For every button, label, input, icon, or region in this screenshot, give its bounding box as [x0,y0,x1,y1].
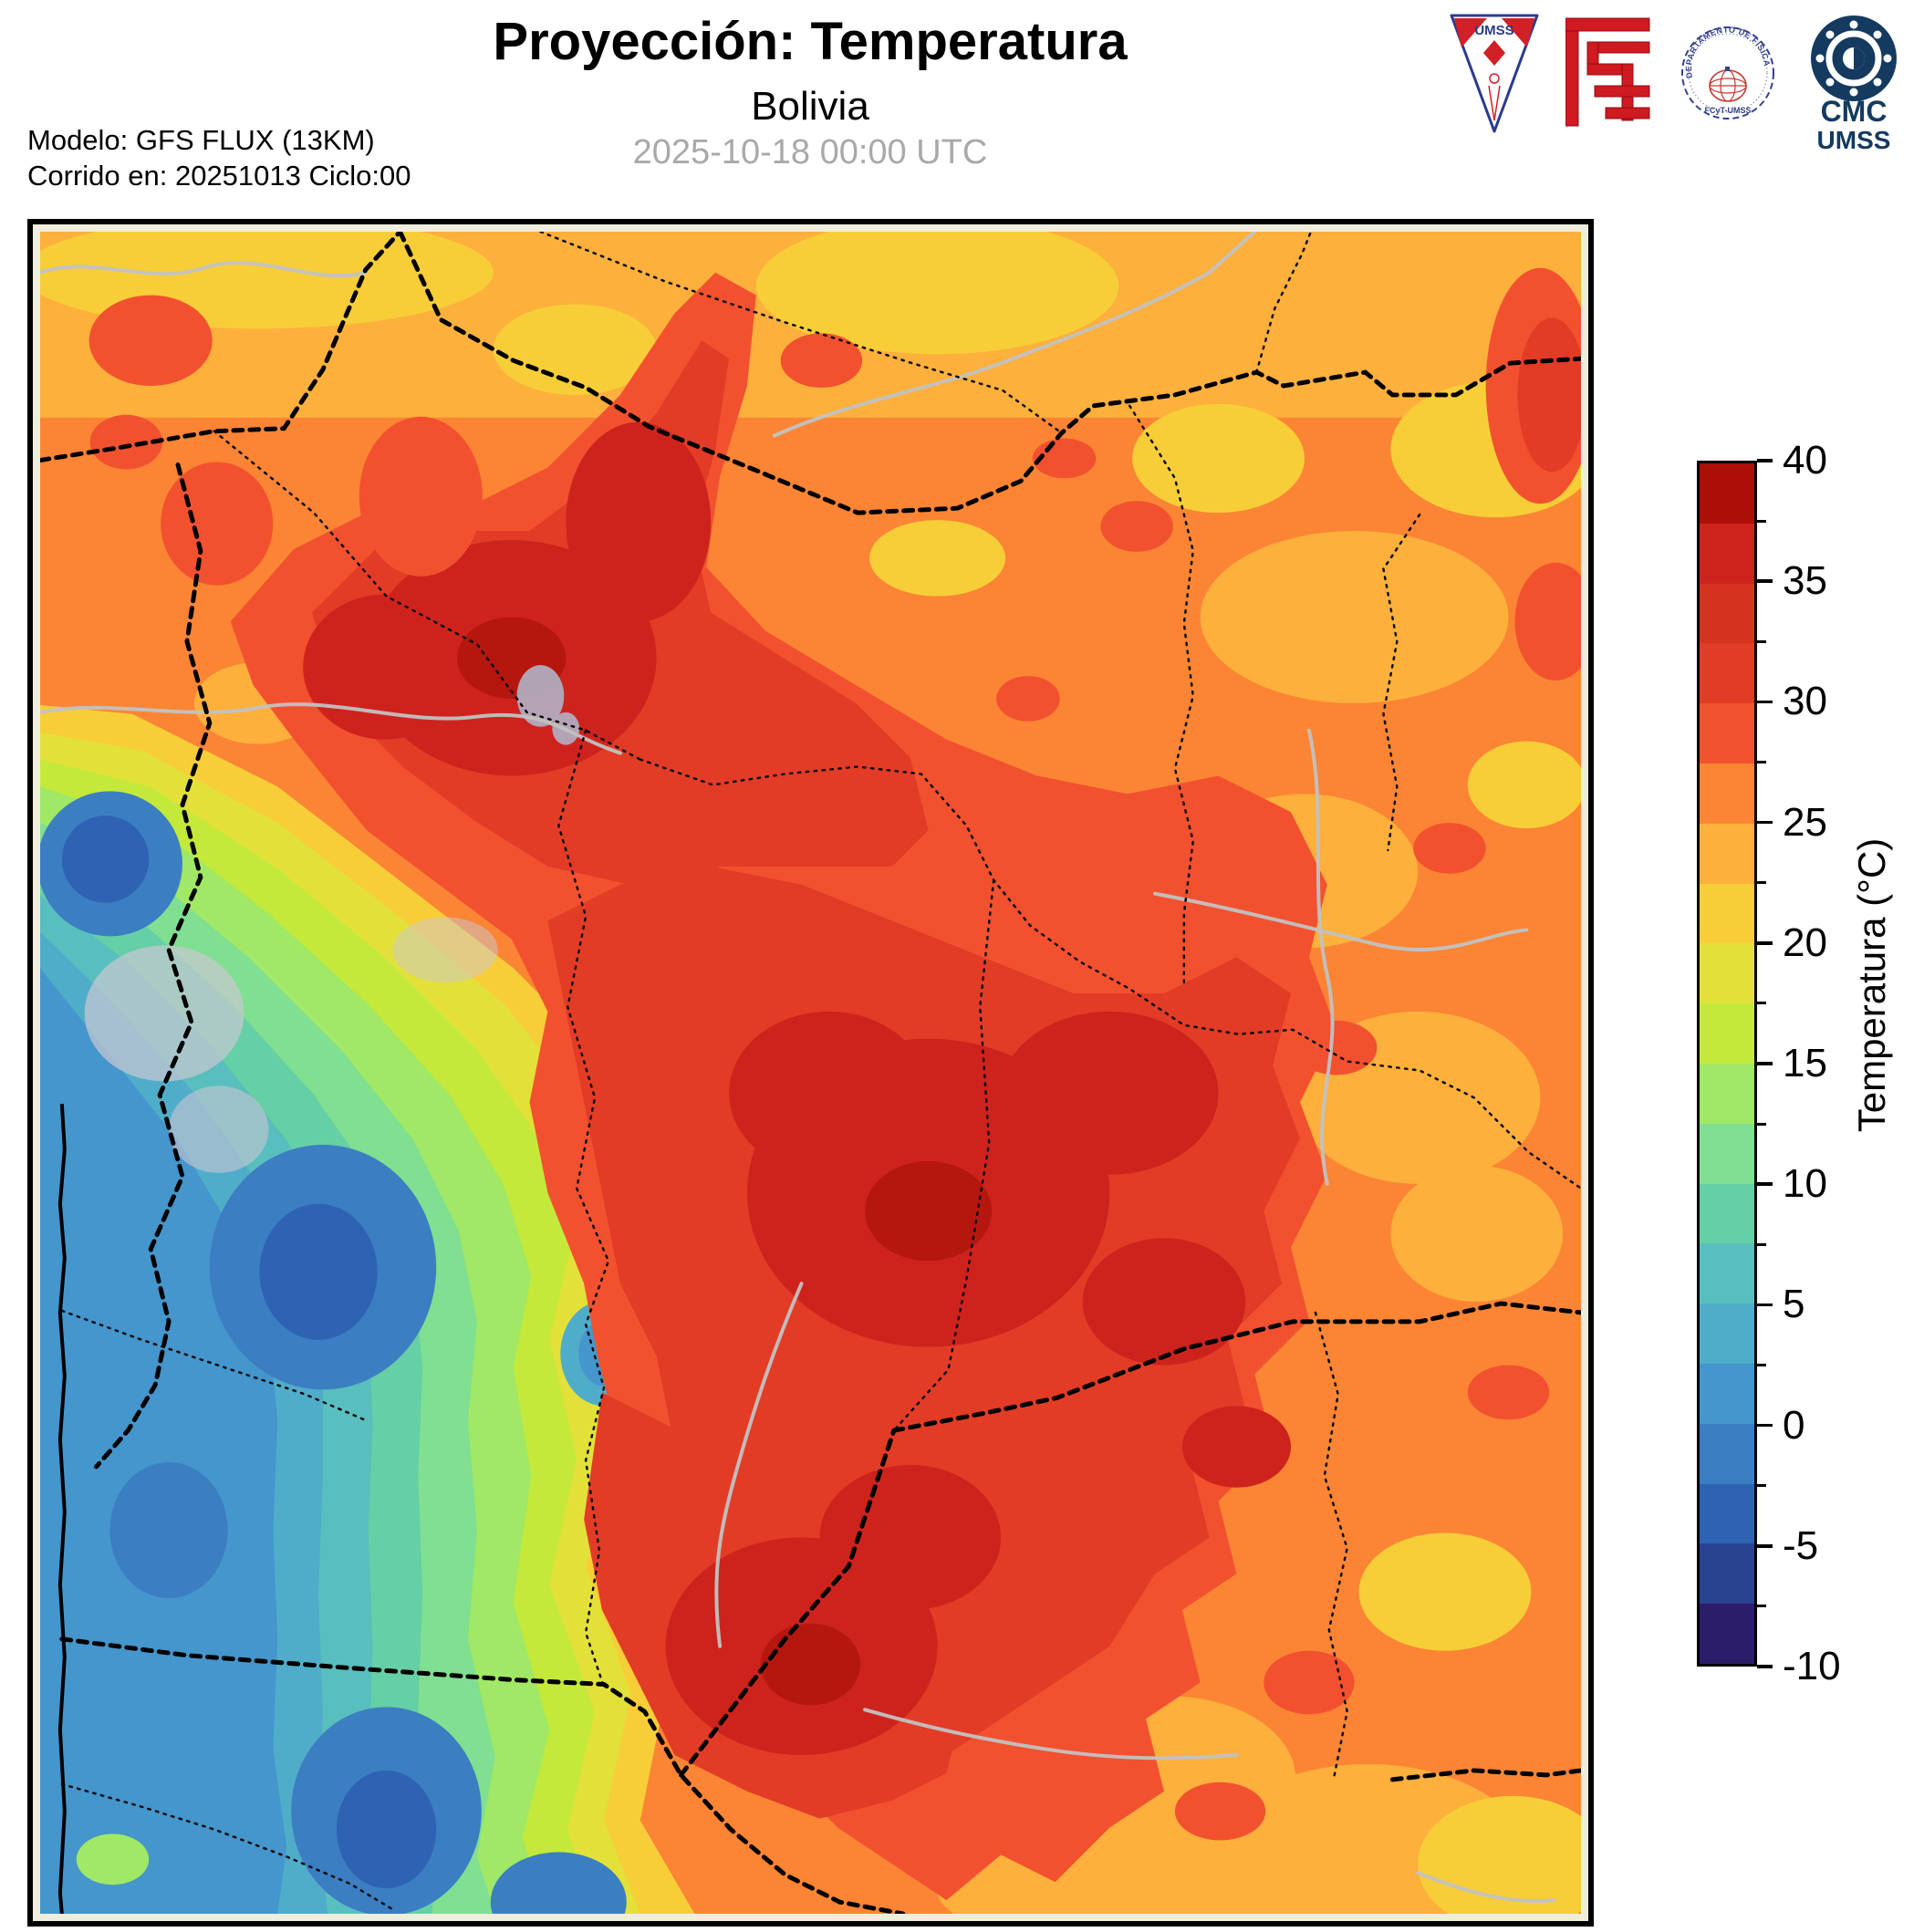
colorbar-major-tick [1757,579,1773,583]
colorbar-segment [1700,1123,1754,1184]
colorbar-minor-tick [1757,761,1766,763]
colorbar-segment [1700,583,1754,644]
colorbar-minor-tick [1757,1605,1766,1608]
colorbar-segment [1700,703,1754,763]
colorbar-major-tick [1757,1665,1773,1668]
lakes [84,665,580,1173]
colorbar-minor-tick [1757,1364,1766,1366]
colorbar-minor-tick [1757,1242,1766,1246]
colorbar-major-tick [1757,941,1773,945]
colorbar-tick-label: -10 [1783,1644,1841,1688]
colorbar-tick-label: 35 [1783,558,1827,604]
map-frame [27,219,1594,1927]
colorbar-segment [1700,1604,1754,1664]
region-subtitle: Bolivia [751,84,869,129]
colorbar-tick-label: 30 [1783,679,1827,724]
logo-row: UMSS DEPARTAMENTO DE FÍSICA [1449,13,1904,154]
colorbar-major-tick [1757,820,1773,825]
forecast-datetime: 2025-10-18 00:00 UTC [632,133,988,171]
colorbar-segment [1700,883,1754,944]
umss-pennant-label: UMSS [1474,23,1513,38]
colorbar-tick-label: -5 [1783,1522,1819,1568]
colorbar-segment [1700,1483,1754,1544]
colorbar-segment [1700,463,1754,524]
fcyt-logo [1565,17,1650,127]
colorbar-minor-tick [1757,1122,1766,1126]
colorbar-minor-tick [1757,881,1766,885]
colorbar-tick-label: 5 [1783,1282,1805,1327]
colorbar-major-tick [1757,1062,1773,1065]
colorbar-segment [1700,1063,1754,1124]
colorbar-segment [1700,1543,1754,1605]
page-title: Proyección: Temperatura [493,12,1128,71]
cmc-logo: CMC UMSS [1811,16,1897,154]
colorbar-segment [1700,1243,1754,1304]
colorbar-tick-label: 15 [1783,1041,1827,1085]
run-line: Corrido en: 20251013 Ciclo:00 [27,160,411,192]
colorbar-segment [1700,643,1754,704]
colorbar-tick-label: 25 [1783,799,1827,845]
colorbar-minor-tick [1757,639,1766,643]
colorbar-ticks: 40 35 30 25 20 15 10 5 0 -5 -10 [1757,438,1924,1688]
colorbar-tick-label: 20 [1783,919,1827,965]
colorbar [1697,461,1757,1667]
colorbar-tick-label: 40 [1783,438,1827,483]
colorbar-segment [1700,523,1754,584]
colorbar-major-tick [1757,1182,1773,1186]
colorbar-minor-tick [1757,1002,1766,1005]
umss-pennant-logo: UMSS [1450,14,1539,133]
model-info: Modelo: GFS FLUX (13KM) Corrido en: 2025… [27,122,411,193]
cmc-line2: UMSS [1817,126,1891,154]
colorbar-major-tick [1757,459,1773,462]
colorbar-minor-tick [1757,519,1766,523]
colorbar-tick-label: 0 [1783,1402,1805,1448]
colorbar-segment [1700,1183,1754,1244]
colorbar-tick-label: 10 [1783,1161,1827,1207]
model-line: Modelo: GFS FLUX (13KM) [27,124,375,156]
cmc-line1: CMC [1821,95,1888,128]
colorbar-axis-label: Temperatura (°C) [1850,837,1893,1133]
colorbar-major-tick [1757,1544,1773,1548]
colorbar-segment [1700,763,1754,824]
department-borders [60,232,1581,1913]
rivers [40,232,1556,1904]
country-borders [40,232,1581,1914]
colorbar-segment [1700,823,1754,884]
colorbar-segment [1700,1003,1754,1064]
colorbar-segment [1700,1423,1754,1484]
colorbar-segment [1700,943,1754,1004]
colorbar-segment [1700,1304,1754,1364]
stamp-bottom-text: FCyT-UMSS [1704,106,1751,115]
colorbar-segment [1700,1363,1754,1424]
colorbar-major-tick [1757,1423,1773,1428]
colorbar-minor-tick [1757,1484,1766,1488]
fisica-stamp-logo: DEPARTAMENTO DE FÍSICA FCyT-UMSS [1681,25,1774,119]
temperature-map [40,232,1581,1914]
colorbar-major-tick [1757,1303,1773,1307]
colorbar-major-tick [1757,700,1773,704]
chile-coast-border [57,1104,67,1914]
